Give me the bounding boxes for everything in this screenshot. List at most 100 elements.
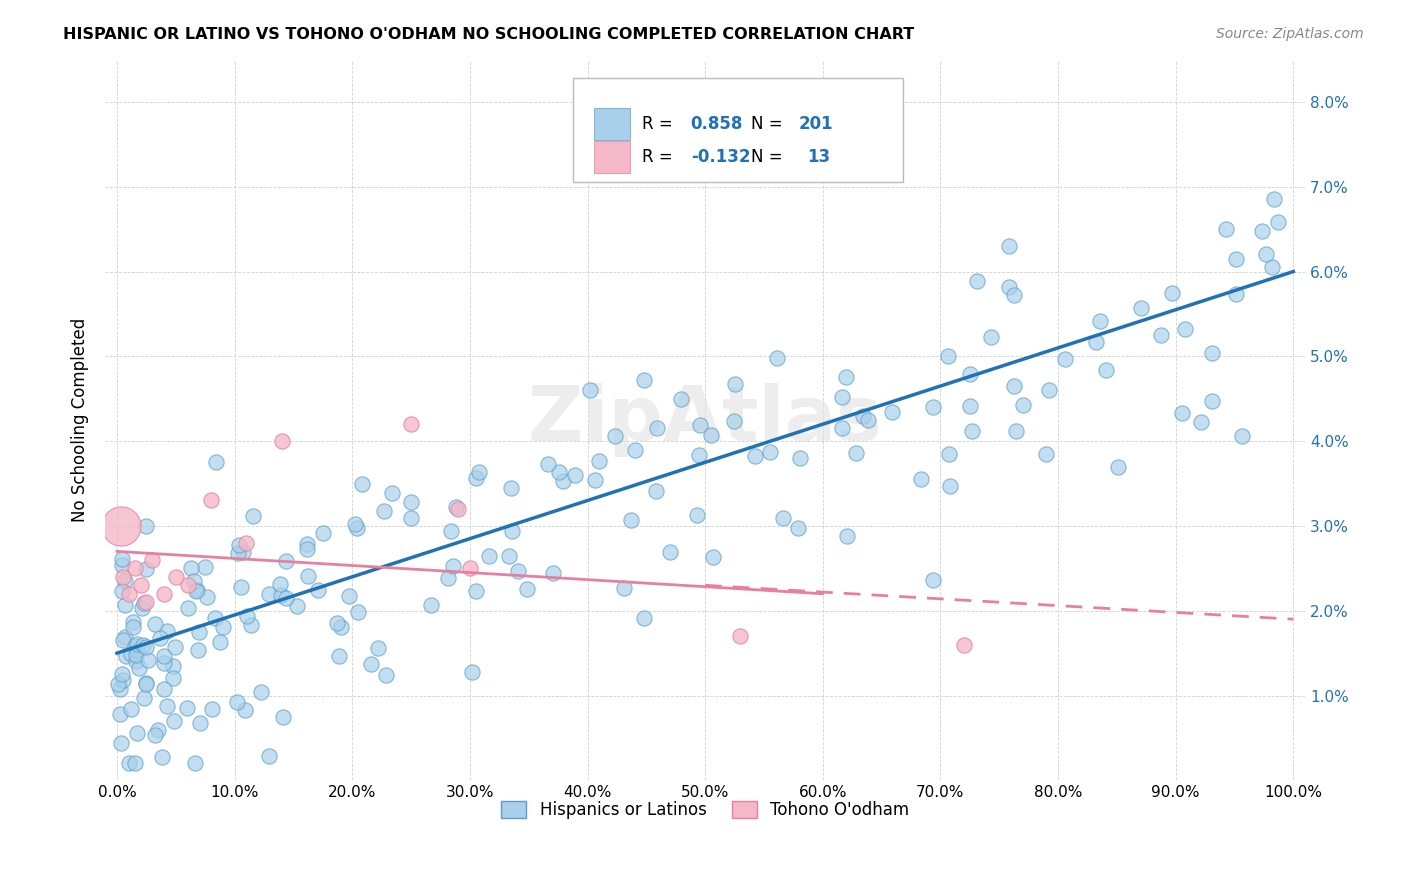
- Point: [966, 275, 988, 289]
- Point: [845, 445, 868, 459]
- Point: [831, 390, 853, 404]
- Y-axis label: No Schooling Completed: No Schooling Completed: [72, 318, 89, 522]
- Point: [458, 561, 481, 575]
- Point: [111, 584, 134, 599]
- Point: [537, 458, 560, 472]
- Point: [350, 476, 373, 491]
- Point: [127, 726, 149, 740]
- Point: [1201, 346, 1223, 360]
- Point: [468, 465, 491, 479]
- Point: [441, 559, 464, 574]
- Point: [1107, 460, 1129, 475]
- Point: [204, 611, 226, 625]
- Point: [134, 596, 156, 610]
- Point: [150, 750, 173, 764]
- Point: [1225, 287, 1247, 301]
- Point: [163, 714, 186, 728]
- Point: [461, 665, 484, 680]
- Point: [1002, 379, 1025, 393]
- Point: [744, 449, 766, 463]
- Point: [960, 424, 983, 438]
- Point: [633, 373, 655, 387]
- Point: [114, 648, 136, 663]
- Point: [506, 564, 529, 578]
- Point: [619, 513, 641, 527]
- Point: [688, 448, 710, 462]
- Point: [143, 728, 166, 742]
- Point: [188, 715, 211, 730]
- Point: [257, 587, 280, 601]
- Point: [548, 465, 571, 479]
- Point: [437, 571, 460, 585]
- Point: [250, 685, 273, 699]
- Text: R =: R =: [641, 148, 678, 166]
- Point: [232, 545, 254, 559]
- Point: [564, 467, 586, 482]
- Point: [959, 368, 981, 382]
- Point: [501, 524, 523, 538]
- Point: [1084, 334, 1107, 349]
- Point: [176, 578, 198, 592]
- Point: [110, 736, 132, 750]
- Point: [201, 701, 224, 715]
- Legend: Hispanics or Latinos, Tohono O'odham: Hispanics or Latinos, Tohono O'odham: [495, 795, 915, 826]
- FancyBboxPatch shape: [574, 78, 903, 182]
- Point: [124, 756, 146, 771]
- Point: [107, 677, 129, 691]
- Point: [1215, 222, 1237, 236]
- Point: [1150, 328, 1173, 343]
- Point: [1201, 394, 1223, 409]
- Point: [758, 445, 780, 459]
- Point: [117, 756, 139, 771]
- Point: [1171, 406, 1194, 420]
- Point: [723, 414, 745, 428]
- Point: [209, 634, 232, 648]
- Point: [858, 413, 880, 427]
- FancyBboxPatch shape: [593, 108, 630, 140]
- Point: [499, 481, 522, 495]
- Point: [446, 500, 468, 515]
- Point: [1230, 429, 1253, 443]
- Text: N =: N =: [751, 115, 787, 133]
- Point: [766, 351, 789, 366]
- Point: [135, 595, 157, 609]
- Point: [373, 504, 395, 518]
- Point: [131, 601, 153, 615]
- Point: [127, 637, 149, 651]
- Point: [134, 519, 156, 533]
- Point: [176, 701, 198, 715]
- Point: [120, 647, 142, 661]
- Point: [702, 550, 724, 565]
- Point: [125, 648, 148, 662]
- Point: [114, 574, 136, 588]
- Point: [623, 442, 645, 457]
- Point: [120, 702, 142, 716]
- Point: [128, 661, 150, 675]
- Point: [111, 673, 134, 687]
- Point: [259, 748, 281, 763]
- Point: [135, 562, 157, 576]
- Point: [146, 723, 169, 737]
- Point: [156, 624, 179, 639]
- Point: [124, 561, 146, 575]
- Point: [136, 652, 159, 666]
- Point: [603, 429, 626, 443]
- Point: [184, 756, 207, 771]
- Point: [939, 479, 962, 493]
- Point: [239, 618, 262, 632]
- Point: [399, 417, 422, 432]
- Point: [347, 605, 370, 619]
- Point: [789, 451, 811, 466]
- Point: [478, 549, 501, 563]
- Point: [127, 643, 149, 657]
- Point: [922, 573, 945, 587]
- Text: 201: 201: [799, 115, 834, 133]
- Point: [162, 658, 184, 673]
- Point: [420, 598, 443, 612]
- Point: [156, 699, 179, 714]
- Point: [177, 600, 200, 615]
- Point: [211, 619, 233, 633]
- Point: [633, 611, 655, 625]
- Point: [326, 616, 349, 631]
- Point: [938, 447, 960, 461]
